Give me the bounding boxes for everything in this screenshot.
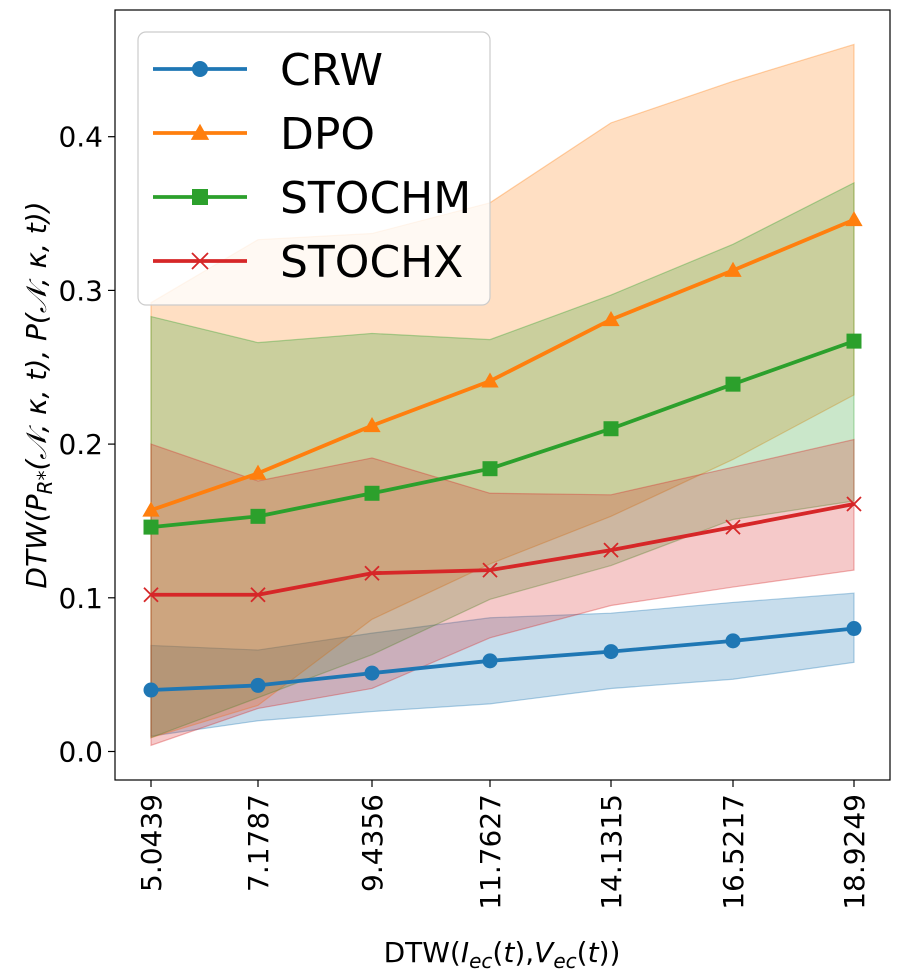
- y-tick-label: 0.4: [58, 121, 103, 154]
- x-tick-label: 9.4356: [356, 794, 389, 892]
- y-tick-label: 0.2: [58, 428, 103, 461]
- legend-label: STOCHX: [280, 237, 463, 288]
- legend-label: CRW: [280, 45, 383, 96]
- legend-label: STOCHM: [280, 173, 471, 224]
- x-tick-label: 5.0439: [135, 794, 168, 892]
- dpo-point: [249, 464, 267, 480]
- crw-point: [725, 633, 741, 649]
- legend-label: DPO: [280, 109, 375, 160]
- x-tick-label: 7.1787: [242, 794, 275, 892]
- dpo-point: [363, 417, 381, 433]
- stochx-point: [364, 565, 380, 581]
- legend-item-dpo: DPO: [153, 109, 375, 160]
- stochm-band: [150, 181, 855, 739]
- confidence-bands: [150, 43, 855, 747]
- y-axis: 0.0 0.1 0.2 0.3 0.4: [58, 121, 115, 769]
- dpo-point: [724, 261, 742, 277]
- legend-item-crw: CRW: [153, 45, 383, 96]
- crw-point: [143, 682, 159, 698]
- stochm-point: [364, 485, 380, 501]
- stochx-point: [250, 587, 266, 603]
- y-tick-label: 0.3: [58, 274, 103, 307]
- dpo-point: [142, 501, 160, 517]
- stochm-point: [482, 461, 498, 477]
- stochm-point: [250, 508, 266, 524]
- crw-point: [603, 644, 619, 660]
- y-tick-label: 0.1: [58, 582, 103, 615]
- stochx-point: [143, 587, 159, 603]
- y-axis-title: DTW(PR*(𝒩, κ, t), P(𝒩, κ, t)): [20, 201, 57, 588]
- dpo-point: [481, 372, 499, 388]
- stochm-point: [846, 333, 862, 349]
- legend-marker: [192, 189, 208, 205]
- x-tick-label: 11.7627: [474, 794, 507, 910]
- stochx-point: [725, 519, 741, 535]
- x-tick-label: 18.9249: [838, 794, 871, 910]
- stochx-point: [603, 542, 619, 558]
- legend-marker: [191, 252, 209, 270]
- x-axis-title: DTW(Iec(t),Vec(t)): [384, 936, 621, 973]
- stochx-point: [846, 496, 862, 512]
- stochm-point: [143, 519, 159, 535]
- y-tick-label: 0.0: [58, 736, 103, 769]
- legend-box: [137, 31, 491, 306]
- dpo-point: [602, 310, 620, 327]
- crw-point: [250, 677, 266, 693]
- plot-frame: [114, 9, 891, 781]
- crw-point: [364, 665, 380, 681]
- legend-item-stochx: STOCHX: [153, 237, 463, 288]
- x-tick-label: 14.1315: [595, 794, 628, 910]
- dpo-point: [845, 211, 863, 227]
- crw-band: [150, 592, 855, 737]
- stochm-point: [725, 376, 741, 392]
- legend-marker: [192, 61, 208, 77]
- legend-marker: [190, 123, 210, 140]
- stochx-band: [150, 438, 855, 747]
- crw-point: [846, 621, 862, 637]
- stochx-point: [482, 562, 498, 578]
- legend-item-stochm: STOCHM: [153, 173, 471, 224]
- series-markers: [142, 211, 863, 698]
- x-axis: 5.0439 7.1787 9.4356 11.7627 14.1315 16.5217 1…: [135, 780, 871, 910]
- crw-point: [482, 653, 498, 669]
- x-tick-label: 16.5217: [717, 794, 750, 910]
- legend: CRW DPO STOCHM STOCHX: [137, 31, 491, 306]
- stochm-point: [603, 421, 619, 437]
